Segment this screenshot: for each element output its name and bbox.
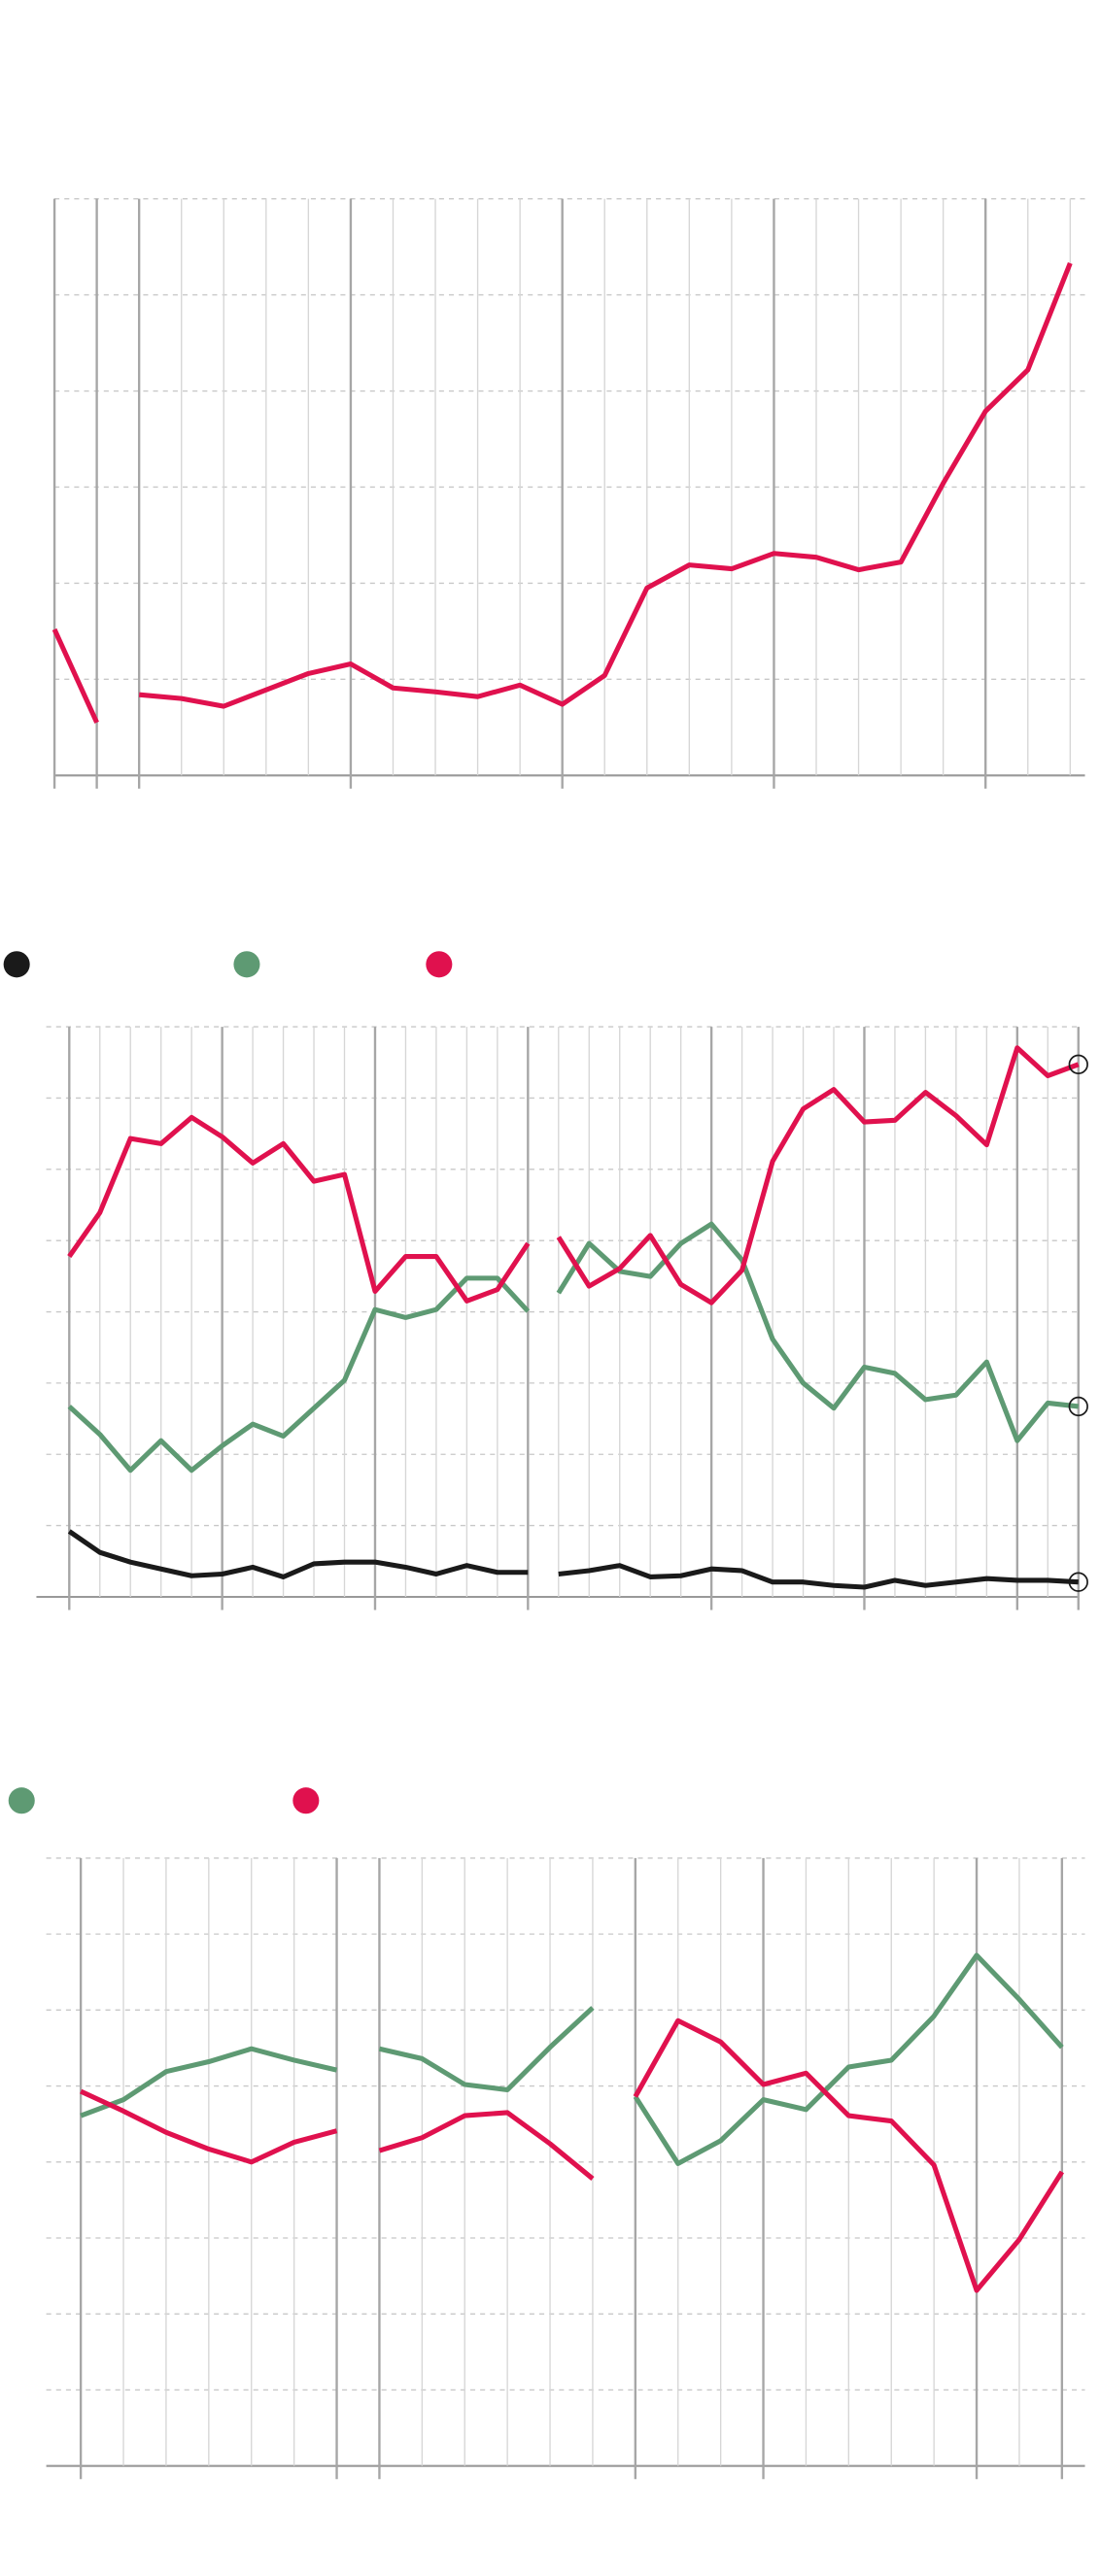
line xyxy=(52,627,99,724)
end-marker xyxy=(1068,1396,1088,1417)
legend-marker xyxy=(8,1787,35,1814)
line xyxy=(67,1275,531,1474)
line xyxy=(378,2006,595,2093)
line xyxy=(378,2110,595,2181)
line xyxy=(556,1221,1080,1443)
line xyxy=(67,1529,529,1579)
legend-marker xyxy=(292,1787,320,1814)
line xyxy=(138,262,1073,709)
line xyxy=(633,1952,1064,2166)
legend-marker xyxy=(233,951,260,978)
line xyxy=(67,1114,531,1304)
end-marker xyxy=(1068,1572,1088,1592)
line xyxy=(556,1045,1080,1305)
legend-marker xyxy=(426,951,453,978)
legend-marker xyxy=(3,951,30,978)
line xyxy=(80,2046,338,2118)
line xyxy=(558,1563,1079,1590)
end-marker xyxy=(1068,1054,1088,1074)
line xyxy=(80,2088,338,2165)
line xyxy=(633,2017,1064,2293)
